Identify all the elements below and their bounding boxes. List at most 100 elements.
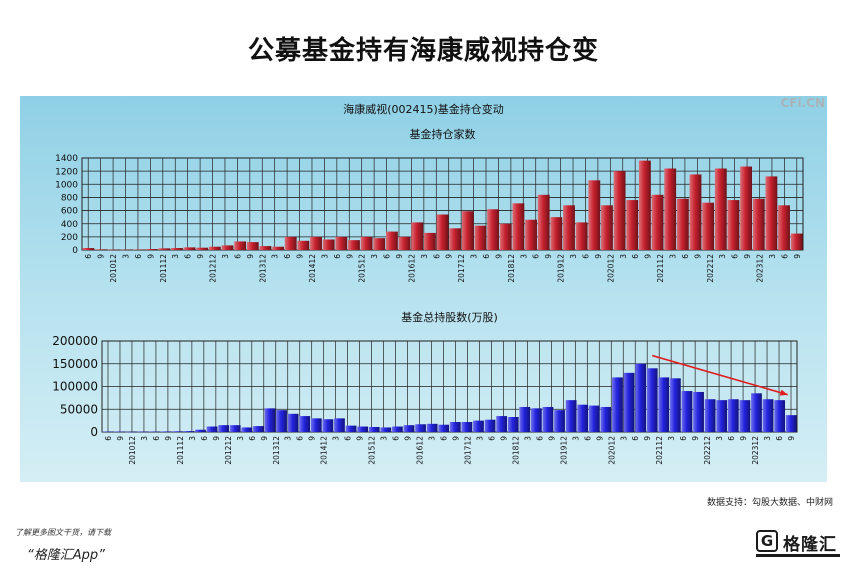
bar-top [563, 205, 575, 250]
y-tick-label-bottom: 50000 [60, 402, 98, 416]
x-tick-label-top: 201312 [258, 254, 267, 283]
bar-bottom [635, 363, 647, 432]
x-tick-label-top: 6 [383, 254, 392, 259]
x-tick-label-bottom: 6 [296, 436, 305, 441]
bar-top [120, 249, 133, 251]
x-tick-label-top: 6 [532, 254, 541, 259]
bar-top [499, 223, 512, 250]
bar-bottom [206, 426, 218, 432]
x-tick-label-bottom: 6 [535, 436, 544, 441]
y-tick-label-top: 0 [72, 246, 78, 256]
x-tick-label-bottom: 9 [499, 436, 508, 441]
bar-bottom [646, 368, 658, 432]
bar-bottom [739, 400, 751, 432]
bar-bottom [148, 431, 160, 433]
x-tick-label-bottom: 3 [475, 436, 484, 441]
x-tick-label-bottom: 9 [547, 436, 556, 441]
bar-bottom [716, 400, 728, 432]
bar-top [196, 247, 209, 250]
x-tick-label-top: 9 [395, 254, 404, 259]
bar-top [335, 236, 348, 250]
bar-bottom [160, 431, 172, 432]
x-tick-label-top: 3 [271, 254, 280, 259]
x-tick-label-top: 6 [233, 254, 242, 259]
bar-bottom [276, 410, 287, 432]
x-tick-label-bottom: 6 [392, 436, 401, 441]
x-tick-label-top: 202212 [706, 254, 715, 283]
x-tick-label-bottom: 9 [691, 436, 700, 441]
x-tick-label-top: 9 [246, 254, 255, 259]
y-tick-label-bottom: 100000 [52, 380, 98, 394]
bar-bottom [484, 419, 496, 432]
x-tick-label-bottom: 9 [451, 436, 460, 441]
x-tick-label-top: 201112 [159, 254, 168, 283]
x-tick-label-bottom: 3 [571, 436, 580, 441]
x-tick-label-bottom: 9 [308, 436, 317, 441]
x-tick-label-top: 201212 [209, 254, 218, 283]
x-tick-label-top: 6 [333, 254, 342, 259]
x-tick-label-top: 3 [171, 254, 180, 259]
bar-bottom [727, 399, 739, 432]
x-tick-label-bottom: 6 [104, 436, 113, 441]
bar-bottom [774, 400, 786, 432]
x-tick-label-top: 202112 [656, 254, 665, 283]
bar-bottom [588, 405, 600, 432]
x-tick-label-bottom: 6 [775, 436, 784, 441]
x-tick-label-bottom: 6 [727, 436, 736, 441]
bar-bottom [345, 425, 357, 432]
x-tick-label-bottom: 6 [440, 436, 449, 441]
bar-top [208, 246, 221, 250]
bar-top [423, 232, 436, 250]
bar-top [778, 205, 790, 250]
bar-top [740, 166, 753, 250]
bar-bottom [554, 410, 565, 432]
bar-top [638, 160, 651, 250]
x-tick-label-top: 6 [283, 254, 292, 259]
bar-top [373, 238, 386, 250]
bar-bottom [368, 426, 380, 432]
bar-top [297, 240, 310, 250]
x-tick-label-bottom: 3 [619, 436, 628, 441]
bar-top [221, 245, 234, 250]
panel-title: 海康威视(002415)基金持仓变动 [343, 103, 504, 116]
bar-top [601, 205, 613, 250]
x-tick-label-top: 9 [743, 254, 752, 259]
x-tick-label-top: 201612 [407, 254, 416, 283]
bar-top [550, 217, 563, 250]
bar-top [170, 248, 183, 250]
x-tick-label-bottom: 202212 [703, 436, 712, 465]
bar-bottom [612, 377, 623, 432]
x-tick-label-top: 3 [370, 254, 379, 259]
x-tick-label-bottom: 3 [428, 436, 437, 441]
x-tick-label-top: 3 [768, 254, 777, 259]
bar-top [689, 174, 702, 250]
x-tick-label-bottom: 3 [715, 436, 724, 441]
x-tick-label-bottom: 3 [380, 436, 389, 441]
x-tick-label-bottom: 202112 [655, 436, 664, 465]
x-tick-label-top: 202312 [755, 254, 764, 283]
bar-bottom [507, 416, 519, 432]
x-tick-label-top: 6 [84, 254, 93, 259]
bar-bottom [565, 400, 577, 432]
logo-text: 格隆汇 [783, 535, 837, 555]
bar-top [765, 176, 778, 250]
x-tick-label-bottom: 201912 [559, 436, 568, 465]
bar-top [626, 200, 639, 250]
x-tick-label-bottom: 6 [487, 436, 496, 441]
x-tick-label-top: 3 [122, 254, 131, 259]
logo-g-icon: G [756, 530, 778, 552]
bar-top [525, 219, 537, 250]
bar-top [613, 171, 626, 250]
x-tick-label-top: 9 [146, 254, 155, 259]
bar-top [512, 203, 525, 250]
x-tick-label-bottom: 6 [200, 436, 209, 441]
x-tick-label-bottom: 3 [667, 436, 676, 441]
bar-bottom [415, 424, 426, 432]
x-tick-label-bottom: 6 [152, 436, 161, 441]
bar-bottom [322, 419, 334, 432]
x-tick-label-top: 6 [581, 254, 590, 259]
x-tick-label-top: 3 [420, 254, 429, 259]
x-tick-label-bottom: 9 [116, 436, 125, 441]
x-tick-label-bottom: 9 [404, 436, 413, 441]
